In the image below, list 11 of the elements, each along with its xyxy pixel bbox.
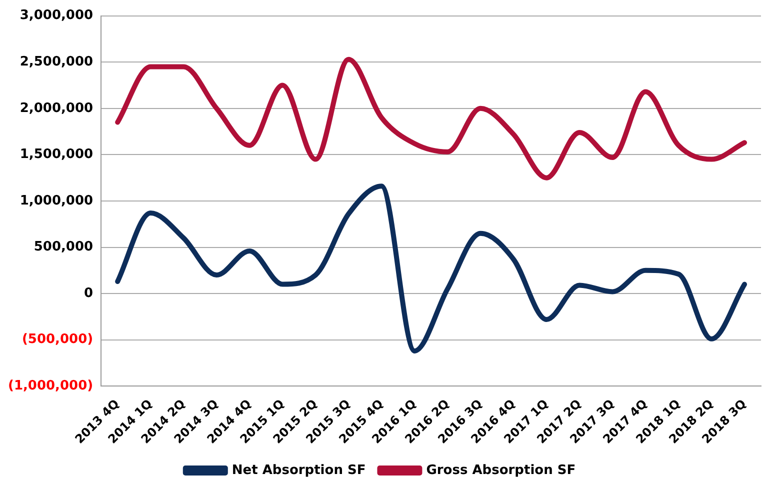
y-tick-label: 2,500,000: [20, 54, 94, 70]
y-tick-label: 3,000,000: [20, 8, 94, 24]
legend-label: Net Absorption SF: [232, 462, 366, 478]
y-tick-label: 1,500,000: [20, 147, 94, 162]
y-tick-label: 0: [84, 286, 94, 301]
y-tick-label: 500,000: [34, 240, 94, 255]
y-tick-label: (1,000,000): [8, 378, 94, 394]
y-tick-label: 2,000,000: [20, 100, 94, 116]
legend-label: Gross Absorption SF: [426, 462, 576, 478]
y-tick-label: (500,000): [22, 332, 94, 348]
y-tick-label: 1,000,000: [20, 193, 94, 208]
